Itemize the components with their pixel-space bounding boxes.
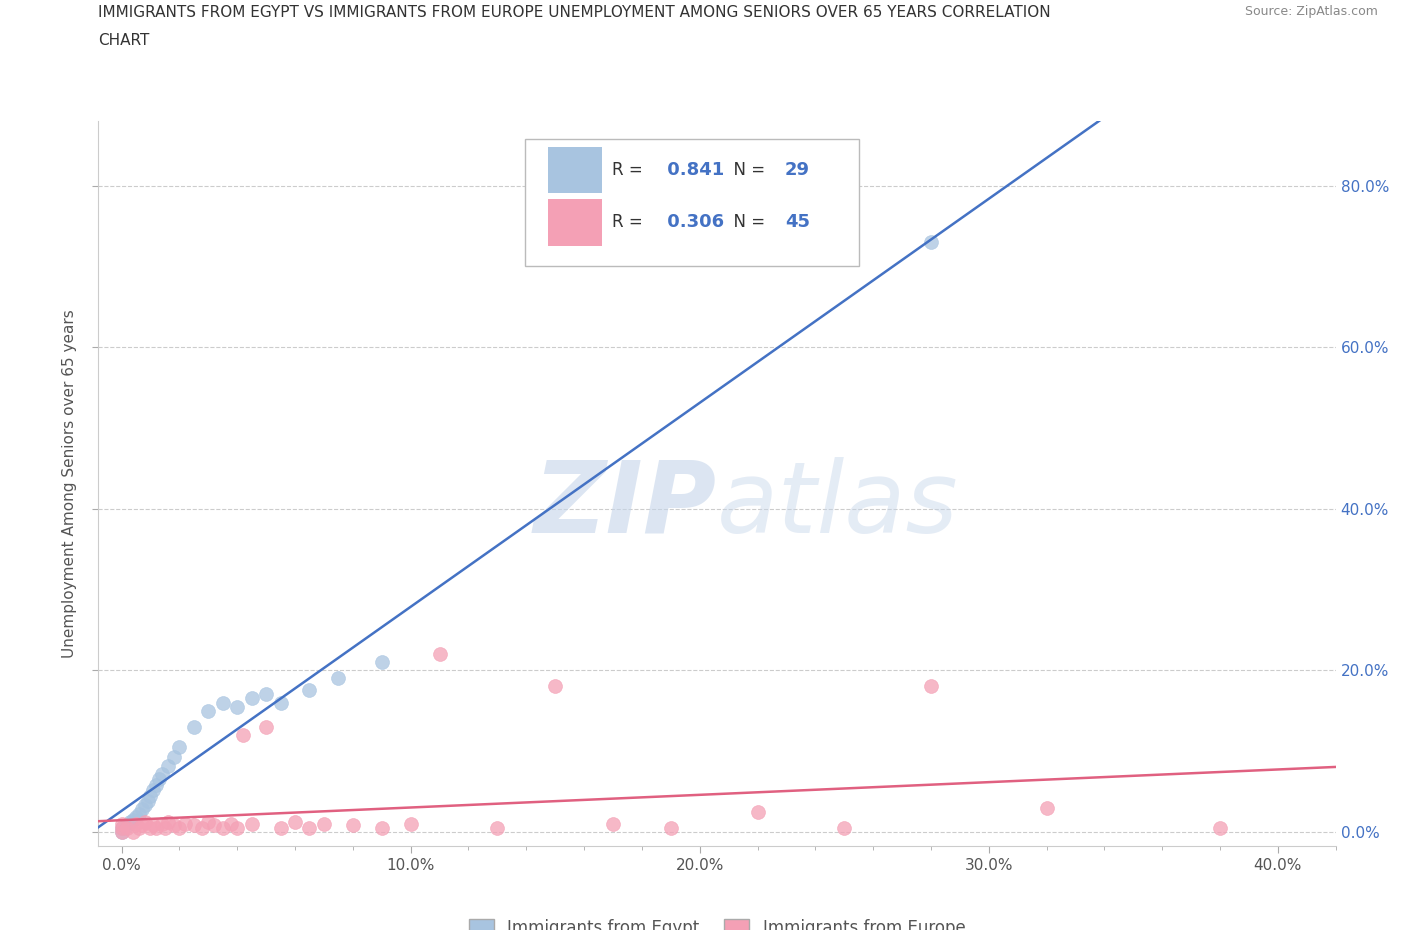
Point xyxy=(1035,800,1057,815)
Point xyxy=(153,820,176,835)
Text: ZIP: ZIP xyxy=(534,457,717,554)
Y-axis label: Unemployment Among Seniors over 65 years: Unemployment Among Seniors over 65 years xyxy=(62,309,77,658)
Text: R =: R = xyxy=(612,161,648,179)
Point xyxy=(162,750,184,764)
FancyBboxPatch shape xyxy=(547,199,602,246)
Point xyxy=(150,766,173,781)
Point xyxy=(110,817,132,831)
Point xyxy=(134,798,156,813)
Point xyxy=(131,817,153,832)
Point xyxy=(270,820,292,835)
Text: 45: 45 xyxy=(785,214,810,232)
Point xyxy=(128,806,150,821)
Point xyxy=(221,817,243,831)
Point xyxy=(211,820,233,835)
Point xyxy=(142,817,165,832)
Point xyxy=(328,671,350,685)
Text: 0.841: 0.841 xyxy=(661,161,724,179)
Point xyxy=(240,817,263,831)
Point xyxy=(110,824,132,839)
Point xyxy=(298,683,321,698)
Point xyxy=(169,739,191,754)
Point xyxy=(197,815,219,830)
Point xyxy=(226,699,249,714)
Point xyxy=(110,824,132,839)
Point xyxy=(226,820,249,835)
Point xyxy=(139,789,162,804)
Point xyxy=(1209,820,1232,835)
Point xyxy=(142,782,165,797)
Point xyxy=(136,793,159,808)
Point xyxy=(134,815,156,830)
Point xyxy=(183,719,205,734)
Point xyxy=(145,820,167,835)
Point xyxy=(920,234,942,249)
FancyBboxPatch shape xyxy=(526,139,859,266)
Point xyxy=(125,810,148,825)
Text: CHART: CHART xyxy=(98,33,150,47)
Point xyxy=(169,820,191,835)
Point xyxy=(117,817,139,832)
Point xyxy=(544,679,567,694)
Point xyxy=(659,820,682,835)
Point xyxy=(183,817,205,832)
Text: N =: N = xyxy=(723,214,770,232)
Point xyxy=(832,820,855,835)
Point xyxy=(399,817,422,831)
Point xyxy=(191,820,214,835)
Point xyxy=(148,772,170,787)
Text: 29: 29 xyxy=(785,161,810,179)
Point xyxy=(110,820,132,835)
Point xyxy=(270,695,292,710)
Point xyxy=(298,820,321,835)
Point xyxy=(370,655,392,670)
Point xyxy=(197,703,219,718)
Point xyxy=(211,695,233,710)
Point xyxy=(145,777,167,792)
Point xyxy=(122,812,145,827)
Point xyxy=(429,646,451,661)
Point xyxy=(602,817,624,831)
Point xyxy=(117,820,139,835)
Point xyxy=(139,820,162,835)
Point xyxy=(110,820,132,835)
Point xyxy=(156,815,179,830)
Legend: Immigrants from Egypt, Immigrants from Europe: Immigrants from Egypt, Immigrants from E… xyxy=(463,912,972,930)
Text: N =: N = xyxy=(723,161,770,179)
Point xyxy=(240,691,263,706)
Text: Source: ZipAtlas.com: Source: ZipAtlas.com xyxy=(1244,5,1378,18)
Point xyxy=(486,820,509,835)
Point xyxy=(284,815,307,830)
Point xyxy=(128,820,150,835)
Point xyxy=(920,679,942,694)
Point xyxy=(156,758,179,773)
Point xyxy=(342,817,364,832)
Point xyxy=(312,817,335,831)
Text: IMMIGRANTS FROM EGYPT VS IMMIGRANTS FROM EUROPE UNEMPLOYMENT AMONG SENIORS OVER : IMMIGRANTS FROM EGYPT VS IMMIGRANTS FROM… xyxy=(98,5,1052,20)
Text: R =: R = xyxy=(612,214,648,232)
Point xyxy=(125,817,148,831)
Point xyxy=(122,824,145,839)
FancyBboxPatch shape xyxy=(547,147,602,193)
Text: atlas: atlas xyxy=(717,457,959,554)
Text: 0.306: 0.306 xyxy=(661,214,724,232)
Point xyxy=(254,687,277,702)
Point xyxy=(120,815,142,830)
Point xyxy=(131,802,153,817)
Point xyxy=(232,727,254,742)
Point xyxy=(150,817,173,831)
Point xyxy=(162,817,184,832)
Point xyxy=(202,817,225,832)
Point xyxy=(370,820,392,835)
Point xyxy=(254,719,277,734)
Point xyxy=(174,817,197,831)
Point xyxy=(747,804,769,819)
